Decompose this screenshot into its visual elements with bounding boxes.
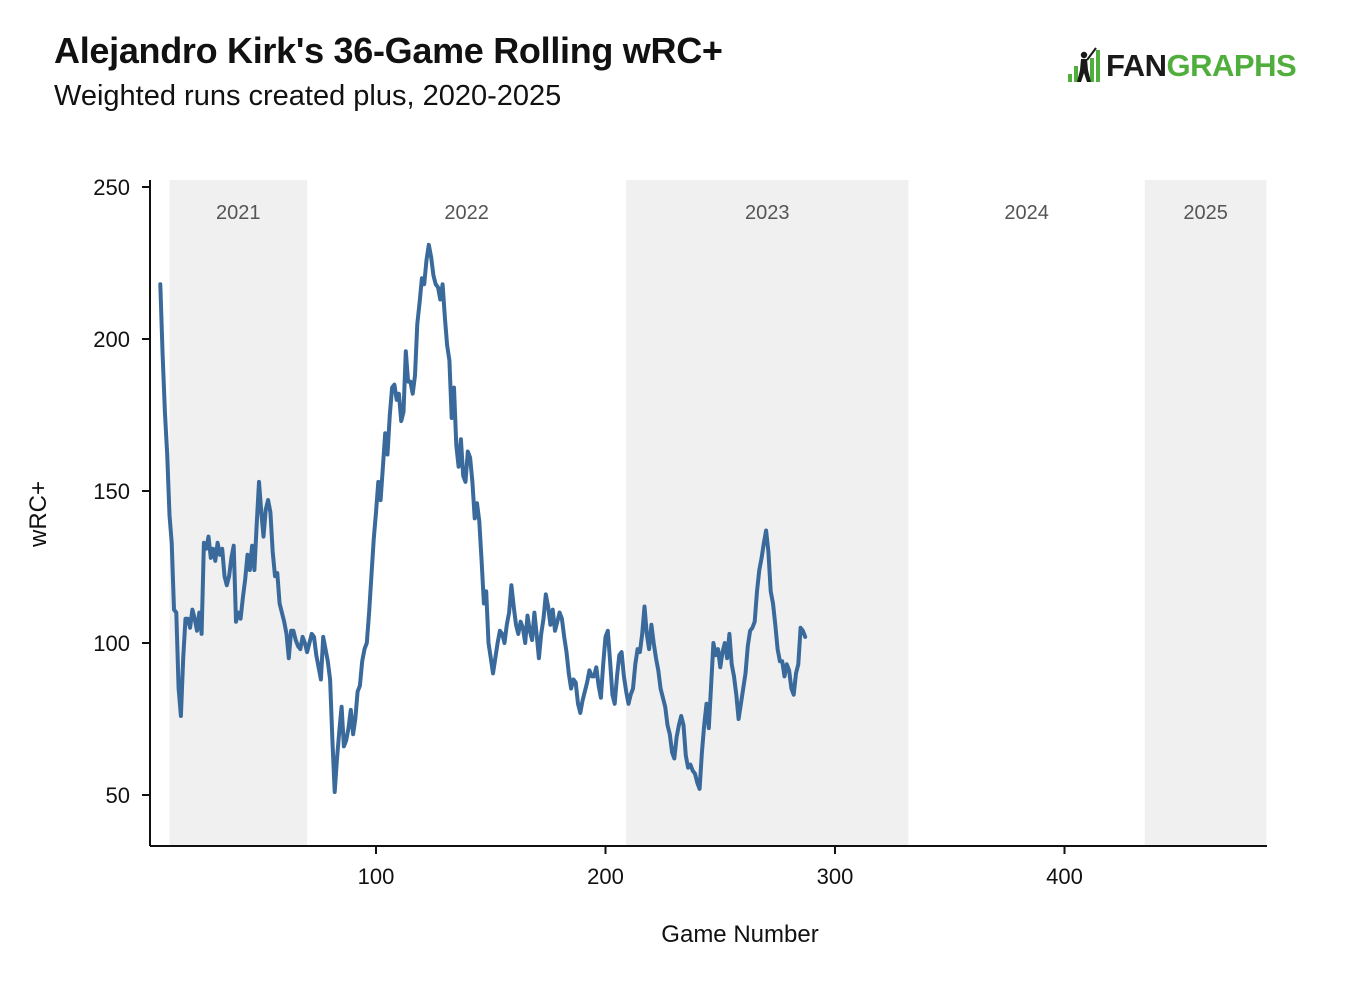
fangraphs-logo-text: FANGRAPHS (1106, 48, 1297, 84)
fangraphs-logo-icon (1068, 47, 1100, 82)
y-tick-label-200: 200 (93, 327, 130, 352)
season-bands (169, 180, 1267, 846)
season-label-2024: 2024 (1004, 202, 1049, 224)
y-tick-label-250: 250 (93, 175, 130, 200)
season-band-2025 (1144, 180, 1267, 846)
y-tick-label-50: 50 (106, 783, 130, 808)
x-axis-ticks: 100 200 300 400 (358, 846, 1083, 889)
logo-text-prefix: FAN (1106, 48, 1167, 83)
x-axis-title: Game Number (661, 921, 818, 948)
season-label-2021: 2021 (216, 202, 261, 224)
season-band-2021 (169, 180, 308, 846)
season-label-2025: 2025 (1183, 202, 1228, 224)
season-year-labels: 2021 2022 2023 2024 2025 (216, 202, 1228, 224)
logo-text-accent: GRAPHS (1166, 48, 1297, 83)
x-tick-label-100: 100 (358, 864, 395, 889)
x-tick-label-300: 300 (817, 864, 854, 889)
y-tick-label-100: 100 (93, 631, 130, 656)
chart-title: Alejandro Kirk's 36-Game Rolling wRC+ (54, 30, 723, 71)
x-tick-label-200: 200 (587, 864, 624, 889)
y-axis-ticks: 50 100 150 200 250 (93, 175, 150, 808)
y-tick-label-150: 150 (93, 479, 130, 504)
season-band-2023 (626, 180, 909, 846)
fangraphs-logo: FANGRAPHS (1066, 44, 1297, 88)
x-tick-label-400: 400 (1046, 864, 1083, 889)
wrc-plus-series-line (158, 242, 808, 794)
season-label-2023: 2023 (745, 202, 790, 224)
season-label-2022: 2022 (444, 202, 489, 224)
chart-subtitle: Weighted runs created plus, 2020-2025 (54, 80, 562, 112)
y-axis-title: wRC+ (25, 481, 52, 548)
